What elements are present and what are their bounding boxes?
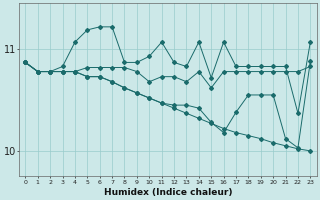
X-axis label: Humidex (Indice chaleur): Humidex (Indice chaleur)	[104, 188, 232, 197]
